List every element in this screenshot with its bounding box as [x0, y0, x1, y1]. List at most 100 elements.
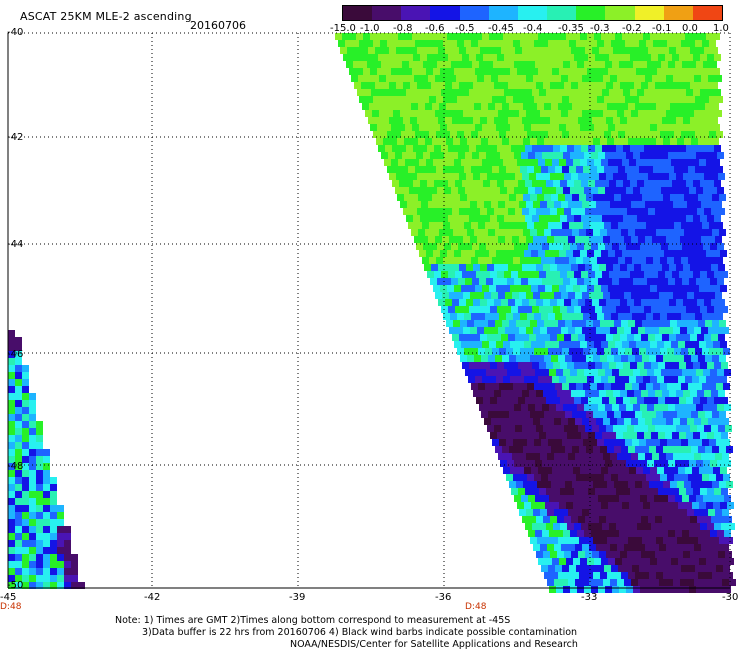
swath-cell	[546, 432, 553, 439]
swath-cell	[640, 586, 647, 593]
swath-cell	[553, 271, 560, 278]
swath-cell	[461, 68, 468, 75]
swath-cell	[636, 376, 643, 383]
swath-cell	[701, 327, 708, 334]
swath-cell	[668, 278, 675, 285]
swath-cell	[470, 110, 477, 117]
swath-cell	[530, 138, 537, 145]
swath-cell	[636, 285, 643, 292]
swath-cell	[717, 404, 724, 411]
swath-cell	[695, 166, 702, 173]
swath-cell	[22, 561, 29, 568]
swath-cell	[681, 257, 688, 264]
swath-cell	[708, 327, 715, 334]
swath-cell	[568, 453, 575, 460]
swath-cell	[546, 271, 553, 278]
swath-cell	[621, 138, 628, 145]
swath-cell	[486, 278, 493, 285]
swath-cell	[675, 530, 682, 537]
swath-cell	[565, 411, 572, 418]
swath-cell	[50, 561, 57, 568]
swath-cell	[659, 544, 666, 551]
swath-cell	[365, 75, 372, 82]
swath-cell	[707, 432, 714, 439]
swath-cell	[483, 89, 490, 96]
swath-cell	[562, 383, 569, 390]
swath-cell	[690, 117, 697, 124]
swath-cell	[494, 334, 501, 341]
swath-cell	[681, 131, 688, 138]
swath-cell	[624, 453, 631, 460]
color-scale-label: -0.35	[558, 23, 584, 34]
swath-cell	[437, 243, 444, 250]
swath-cell	[652, 292, 659, 299]
swath-cell	[568, 579, 575, 586]
swath-cell	[448, 180, 455, 187]
swath-cell	[352, 40, 359, 47]
swath-cell	[637, 89, 644, 96]
swath-cell	[413, 54, 420, 61]
swath-cell	[663, 320, 670, 327]
swath-cell	[621, 103, 628, 110]
swath-cell	[666, 544, 673, 551]
swath-cell	[547, 509, 554, 516]
swath-cell	[469, 215, 476, 222]
swath-cell	[719, 481, 726, 488]
swath-cell	[541, 313, 548, 320]
swath-cell	[558, 446, 565, 453]
swath-cell	[468, 341, 475, 348]
swath-cell	[8, 379, 15, 386]
swath-cell	[625, 96, 632, 103]
swath-cell	[390, 138, 397, 145]
swath-cell	[643, 250, 650, 257]
swath-cell	[406, 89, 413, 96]
swath-cell	[630, 397, 637, 404]
swath-cell	[554, 292, 561, 299]
swath-cell	[43, 505, 50, 512]
swath-cell	[652, 236, 659, 243]
swath-cell	[554, 75, 561, 82]
swath-cell	[487, 390, 494, 397]
swath-cell	[485, 222, 492, 229]
swath-cell	[500, 243, 507, 250]
swath-cell	[397, 138, 404, 145]
swath-cell	[510, 376, 517, 383]
swath-cell	[473, 334, 480, 341]
swath-cell	[649, 194, 656, 201]
swath-cell	[487, 334, 494, 341]
swath-cell	[493, 404, 500, 411]
swath-cell	[553, 89, 560, 96]
swath-cell	[8, 491, 15, 498]
swath-cell	[678, 124, 685, 131]
swath-cell	[443, 166, 450, 173]
swath-cell	[627, 390, 634, 397]
swath-cell	[451, 152, 458, 159]
swath-cell	[457, 222, 464, 229]
swath-cell	[480, 208, 487, 215]
swath-cell	[407, 110, 414, 117]
swath-cell	[530, 481, 537, 488]
swath-cell	[552, 124, 559, 131]
swath-cell	[467, 229, 474, 236]
swath-cell	[479, 152, 486, 159]
swath-cell	[709, 131, 716, 138]
swath-cell	[595, 89, 602, 96]
swath-cell	[721, 432, 728, 439]
swath-cell	[638, 75, 645, 82]
swath-cell	[549, 495, 556, 502]
swath-cell	[462, 271, 469, 278]
swath-cell	[537, 411, 544, 418]
swath-cell	[15, 344, 22, 351]
swath-cell	[380, 131, 387, 138]
swath-cell	[629, 68, 636, 75]
swath-cell	[660, 166, 667, 173]
swath-cell	[547, 110, 554, 117]
swath-cell	[436, 222, 443, 229]
swath-cell	[650, 68, 657, 75]
swath-cell	[434, 215, 441, 222]
swath-cell	[633, 187, 640, 194]
swath-cell	[560, 145, 567, 152]
swath-cell	[624, 327, 631, 334]
swath-cell	[22, 582, 29, 589]
swath-cell	[529, 208, 536, 215]
